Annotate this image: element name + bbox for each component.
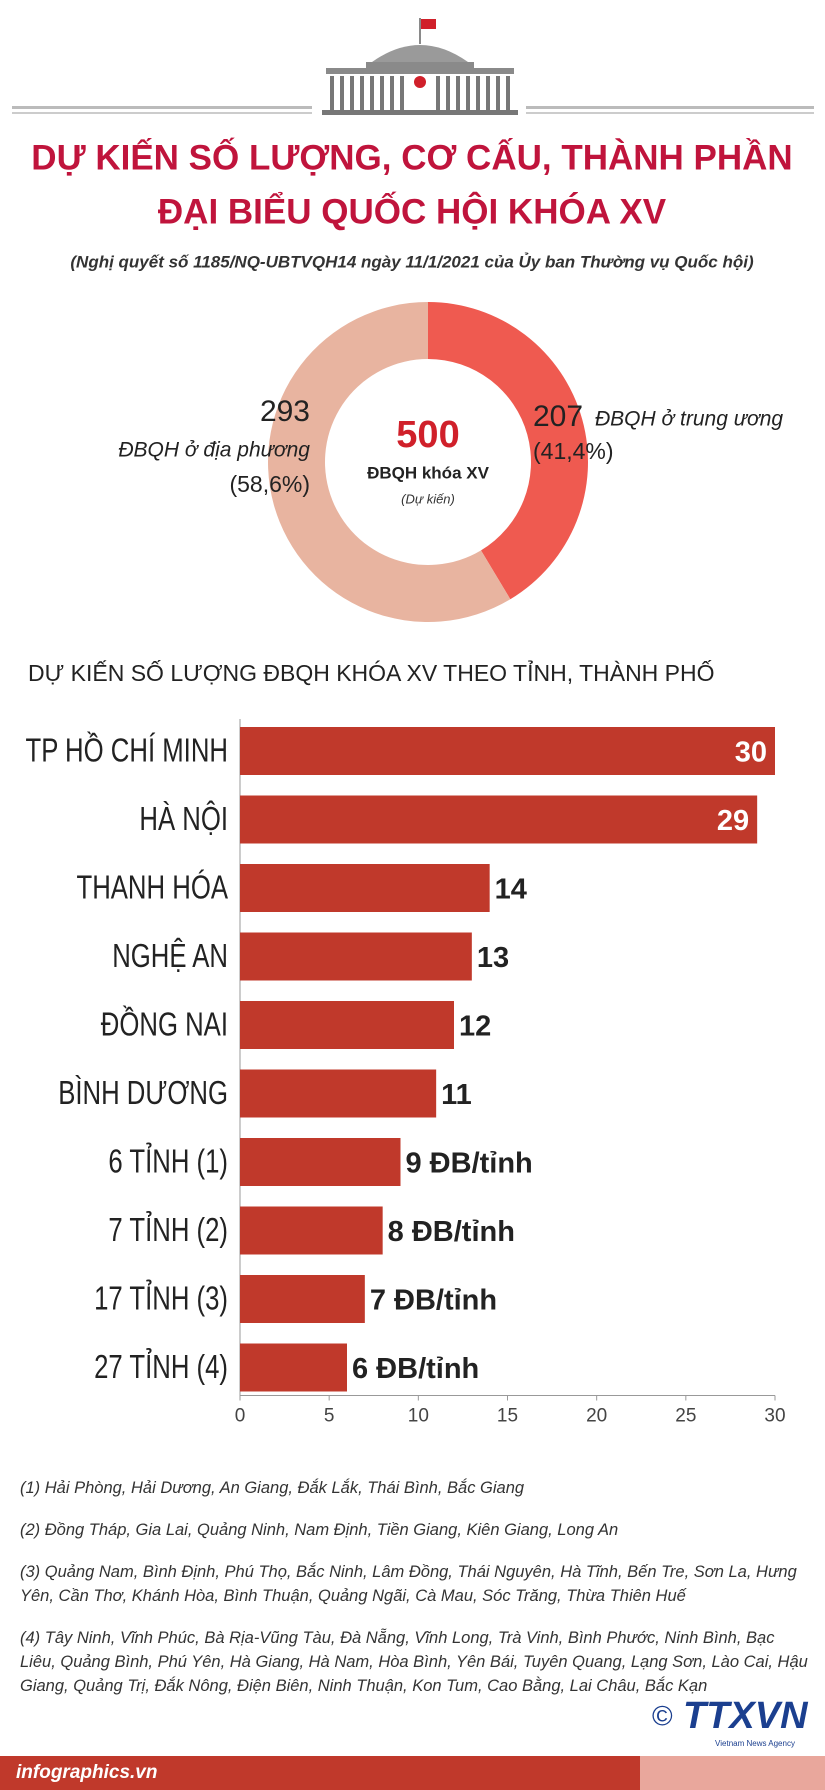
x-tick-label: 5: [324, 1406, 335, 1427]
footnote: (4) Tây Ninh, Vĩnh Phúc, Bà Rịa-Vũng Tàu…: [20, 1629, 808, 1695]
x-tick-label: 10: [408, 1406, 429, 1427]
title: ĐẠI BIỂU QUỐC HỘI KHÓA XV: [158, 191, 667, 231]
bar: [240, 1069, 437, 1118]
footnote: (2) Đồng Tháp, Gia Lai, Quảng Ninh, Nam …: [20, 1521, 619, 1539]
segment-label: ĐBQH ở địa phương: [118, 439, 310, 462]
bar: [240, 795, 758, 844]
title: DỰ KIẾN SỐ LƯỢNG, CƠ CẤU, THÀNH PHẦN: [31, 137, 792, 177]
bar: [240, 1001, 454, 1049]
category-label: 6 TỈNH (1): [108, 1143, 228, 1181]
center-total: 500: [396, 414, 459, 456]
category-label: BÌNH DƯƠNG: [58, 1075, 228, 1112]
bar: [240, 1343, 347, 1392]
value-label: 12: [459, 1011, 491, 1043]
segment-value: 207: [533, 400, 583, 433]
segment-value: 293: [260, 395, 310, 428]
x-tick-label: 15: [497, 1406, 518, 1427]
value-label: 7 ĐB/tỉnh: [370, 1285, 497, 1317]
x-tick-label: 0: [235, 1406, 246, 1427]
chart-title: DỰ KIẾN SỐ LƯỢNG ĐBQH KHÓA XV THEO TỈNH,…: [28, 658, 715, 686]
value-label: 8 ĐB/tỉnh: [388, 1216, 515, 1248]
bar: [240, 864, 490, 912]
bar: [240, 1275, 365, 1323]
value-label: 11: [441, 1079, 472, 1111]
category-label: 27 TỈNH (4): [94, 1348, 228, 1386]
footer: infographics.vn © TTXVN Vietnam News Age…: [0, 1695, 825, 1790]
value-label: 29: [717, 805, 749, 837]
category-label: THANH HÓA: [76, 870, 228, 907]
copyright: ©: [652, 1700, 673, 1731]
category-label: ĐỒNG NAI: [101, 1006, 228, 1044]
footnote: (1) Hải Phòng, Hải Dương, An Giang, Đắk …: [20, 1479, 525, 1497]
source: infographics.vn: [16, 1762, 157, 1783]
footnote: (3) Quảng Nam, Bình Định, Phú Thọ, Bắc N…: [20, 1563, 797, 1605]
category-label: TP HỒ CHÍ MINH: [26, 732, 228, 770]
segment-share: (58,6%): [229, 471, 310, 497]
category-label: 17 TỈNH (3): [94, 1280, 228, 1318]
agency: Vietnam News Agency: [715, 1739, 795, 1748]
category-label: HÀ NỘI: [139, 800, 228, 838]
x-tick-label: 25: [675, 1406, 696, 1427]
donut-segment: [268, 302, 511, 622]
bar: [240, 727, 775, 775]
bar: [240, 932, 472, 981]
segment-share: (41,4%): [533, 438, 614, 464]
bar-chart: DỰ KIẾN SỐ LƯỢNG ĐBQH KHÓA XV THEO TỈNH,…: [26, 658, 786, 1426]
x-tick-label: 20: [586, 1406, 607, 1427]
center-label: ĐBQH khóa XV: [367, 463, 490, 482]
donut-segment: [428, 302, 589, 600]
category-label: NGHỆ AN: [112, 938, 228, 975]
center-note: (Dự kiến): [401, 491, 455, 506]
x-tick-label: 30: [764, 1406, 785, 1427]
parliament-icon: [12, 18, 814, 115]
category-label: 7 TỈNH (2): [108, 1211, 228, 1249]
logo: TTXVN: [683, 1695, 809, 1737]
bar: [240, 1138, 401, 1186]
donut-chart: 500 ĐBQH khóa XV (Dự kiến) 207 ĐBQH ở trung …: [118, 302, 783, 622]
value-label: 30: [735, 737, 767, 769]
value-label: 9 ĐB/tỉnh: [406, 1148, 533, 1180]
value-label: 6 ĐB/tỉnh: [352, 1353, 479, 1385]
subtitle: (Nghị quyết số 1185/NQ-UBTVQH14 ngày 11/…: [70, 252, 754, 271]
bar: [240, 1206, 383, 1255]
value-label: 13: [477, 942, 509, 974]
value-label: 14: [495, 874, 527, 906]
segment-label: ĐBQH ở trung ương: [595, 408, 783, 431]
footnotes: (1) Hải Phòng, Hải Dương, An Giang, Đắk …: [20, 1476, 810, 1716]
